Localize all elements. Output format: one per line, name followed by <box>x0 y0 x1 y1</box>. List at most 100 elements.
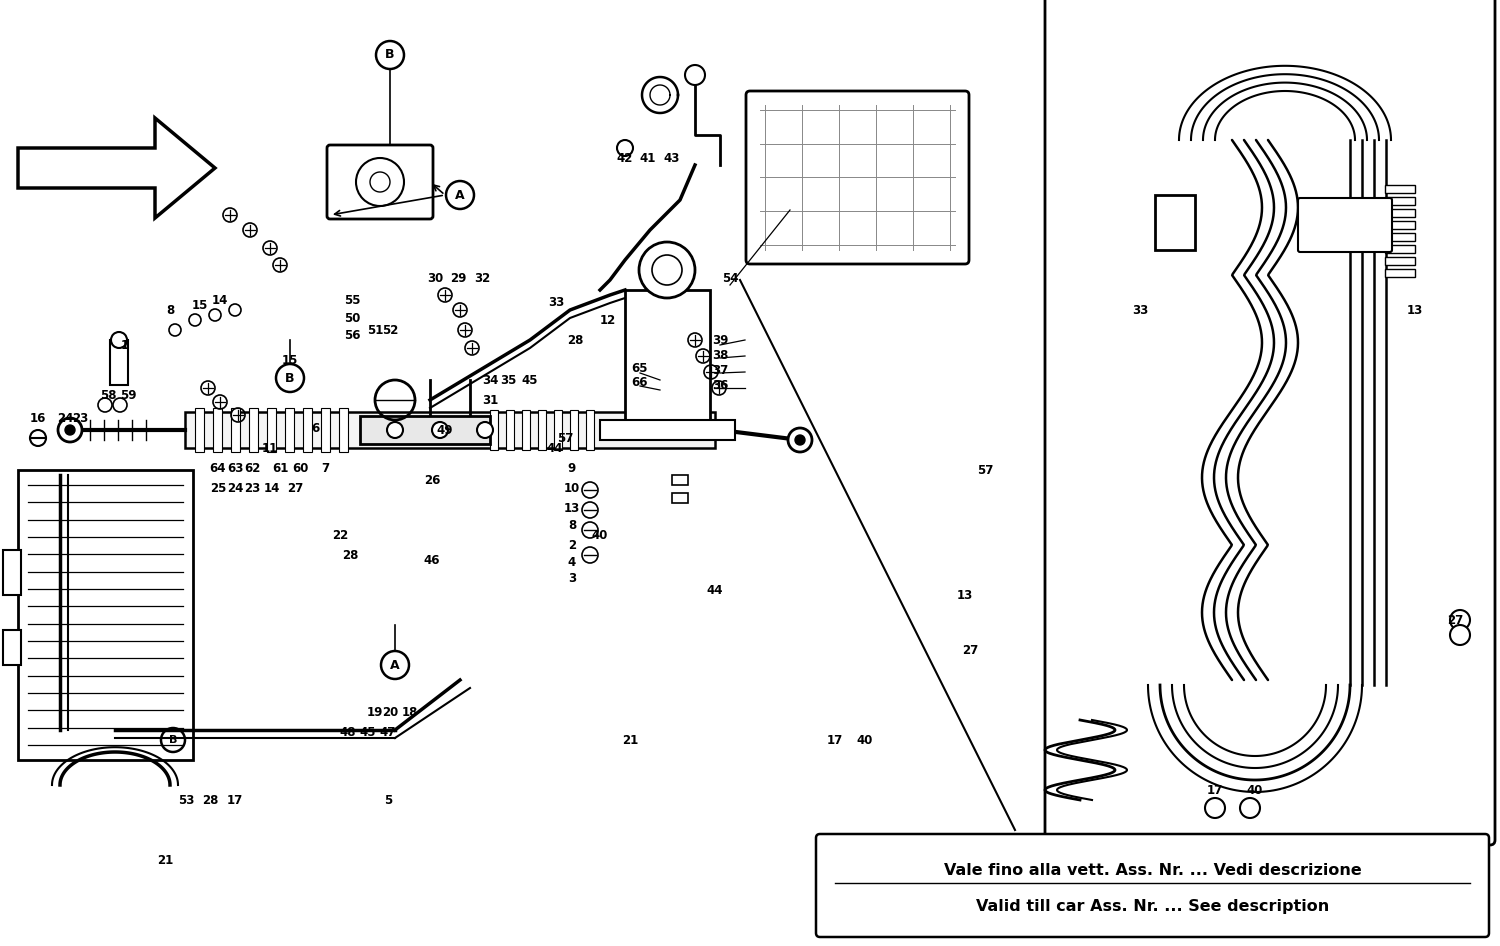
Text: B: B <box>170 735 177 745</box>
Text: 11: 11 <box>262 442 278 454</box>
Bar <box>1384 233 1414 241</box>
Text: 18: 18 <box>402 706 418 719</box>
FancyBboxPatch shape <box>1046 0 1496 845</box>
Text: 19: 19 <box>368 706 382 719</box>
Bar <box>110 340 128 385</box>
Text: 38: 38 <box>712 348 728 361</box>
Bar <box>506 410 515 450</box>
Text: 23: 23 <box>72 412 88 425</box>
Text: 62: 62 <box>244 462 260 475</box>
Text: 41: 41 <box>640 151 656 165</box>
Text: 14: 14 <box>211 293 228 307</box>
Circle shape <box>1204 798 1225 818</box>
Bar <box>672 493 688 503</box>
Circle shape <box>616 140 633 156</box>
Bar <box>1384 245 1414 253</box>
Circle shape <box>112 398 128 412</box>
Bar <box>303 408 312 452</box>
Text: 22: 22 <box>332 529 348 541</box>
Text: 58: 58 <box>99 389 117 401</box>
Text: 37: 37 <box>712 363 728 377</box>
Bar <box>1384 185 1414 193</box>
Text: 28: 28 <box>567 334 584 346</box>
Circle shape <box>387 422 404 438</box>
Text: 2: 2 <box>568 538 576 552</box>
Bar <box>522 410 530 450</box>
Text: 30: 30 <box>427 272 442 285</box>
Text: 51: 51 <box>368 324 382 337</box>
Text: 26: 26 <box>424 474 439 486</box>
Circle shape <box>1450 625 1470 645</box>
Circle shape <box>582 547 598 563</box>
Text: 65: 65 <box>632 361 648 375</box>
Circle shape <box>639 242 694 298</box>
Text: 17: 17 <box>827 733 843 746</box>
Text: 66: 66 <box>632 376 648 389</box>
Bar <box>184 412 716 448</box>
Text: Valid till car Ass. Nr. ... See description: Valid till car Ass. Nr. ... See descript… <box>976 899 1329 914</box>
Text: 3: 3 <box>568 571 576 585</box>
Text: 15: 15 <box>192 299 208 311</box>
Text: 44: 44 <box>706 584 723 597</box>
Bar <box>672 475 688 485</box>
Text: 10: 10 <box>564 482 580 495</box>
Text: 54: 54 <box>722 272 738 285</box>
Text: 40: 40 <box>856 733 873 746</box>
Text: 43: 43 <box>664 151 680 165</box>
Text: 27: 27 <box>962 643 978 657</box>
Bar <box>554 410 562 450</box>
Circle shape <box>582 502 598 518</box>
Bar <box>1384 209 1414 217</box>
Text: 28: 28 <box>202 794 217 807</box>
Text: 63: 63 <box>226 462 243 475</box>
Text: 45: 45 <box>522 374 538 387</box>
Text: 31: 31 <box>482 394 498 407</box>
Text: 53: 53 <box>178 794 194 807</box>
Bar <box>586 410 594 450</box>
Text: 32: 32 <box>474 272 490 285</box>
Bar <box>490 410 498 450</box>
Bar <box>1384 257 1414 265</box>
Text: 7: 7 <box>321 462 328 475</box>
Bar <box>267 408 276 452</box>
FancyBboxPatch shape <box>746 91 969 264</box>
Text: 47: 47 <box>380 726 396 739</box>
Bar <box>538 410 546 450</box>
Text: 17: 17 <box>226 794 243 807</box>
FancyBboxPatch shape <box>327 145 434 219</box>
FancyBboxPatch shape <box>1298 198 1392 252</box>
Circle shape <box>30 430 46 446</box>
Text: 17: 17 <box>1208 783 1222 797</box>
Text: 46: 46 <box>423 553 441 567</box>
Circle shape <box>209 309 220 321</box>
Text: 5: 5 <box>384 794 392 807</box>
Circle shape <box>64 425 75 435</box>
Text: 39: 39 <box>712 334 728 346</box>
Text: A: A <box>454 188 465 201</box>
Text: 4: 4 <box>568 555 576 569</box>
Text: 52: 52 <box>382 324 398 337</box>
Bar <box>213 408 222 452</box>
Text: 13: 13 <box>957 588 974 602</box>
Text: 36: 36 <box>712 378 728 392</box>
Text: 29: 29 <box>450 272 466 285</box>
Text: 13: 13 <box>1407 304 1424 317</box>
Bar <box>231 408 240 452</box>
Text: 12: 12 <box>600 313 616 326</box>
Circle shape <box>1240 798 1260 818</box>
Bar <box>1384 269 1414 277</box>
Circle shape <box>189 314 201 326</box>
Text: 48: 48 <box>339 726 357 739</box>
Bar <box>1384 221 1414 229</box>
Text: 9: 9 <box>568 462 576 475</box>
Circle shape <box>98 398 112 412</box>
Text: 28: 28 <box>342 549 358 562</box>
Circle shape <box>58 418 82 442</box>
Text: 64: 64 <box>210 462 226 475</box>
Text: 23: 23 <box>244 482 260 495</box>
FancyBboxPatch shape <box>816 834 1490 937</box>
Bar <box>285 408 294 452</box>
Circle shape <box>432 422 448 438</box>
Text: 50: 50 <box>344 311 360 324</box>
Text: A: A <box>390 658 400 672</box>
